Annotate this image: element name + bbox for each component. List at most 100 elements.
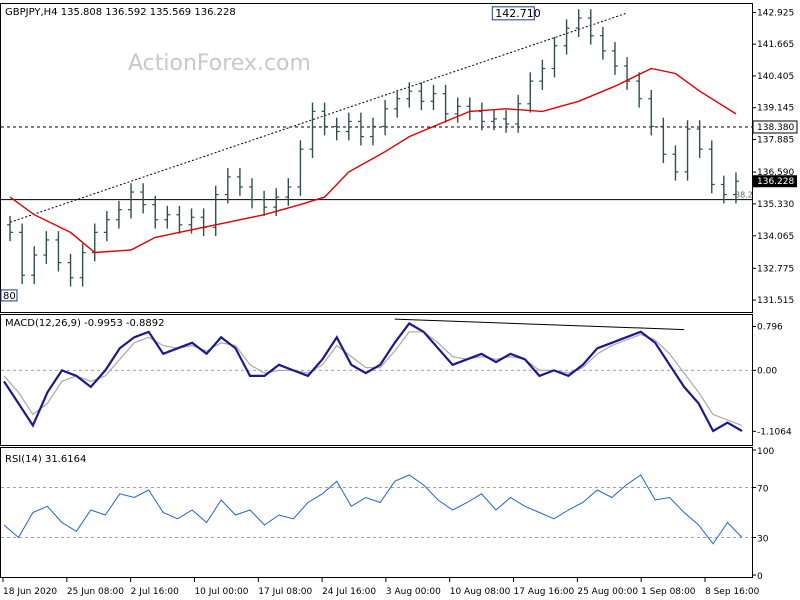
price-bar (599, 26, 606, 60)
last-price-tag-box (753, 175, 797, 188)
price-bar (430, 84, 437, 111)
price-bar (394, 89, 401, 118)
price-bar (454, 97, 461, 123)
price-axis: 142.925 141.665 140.405 139.145 137.885 136.5… (752, 8, 794, 306)
price-bar (563, 19, 570, 55)
price-axis-label: 142.925 (757, 8, 794, 18)
price-sma (9, 67, 737, 254)
sma-line (9, 67, 737, 254)
time-axis-label: 25 Aug 00:00 (577, 587, 638, 597)
price-bar (587, 9, 594, 45)
rsi-line (3, 474, 743, 545)
price-bar (357, 112, 364, 146)
rising-trendline (9, 12, 628, 223)
time-axis-label: 25 Jun 08:00 (67, 587, 124, 597)
level-tag: 138.380 (757, 123, 794, 133)
price-axis-label: 139.145 (757, 104, 794, 114)
price-bar (527, 72, 534, 113)
macd-axis-label: 0.00 (757, 366, 777, 376)
price-bar (309, 102, 316, 158)
price-panel-frame (0, 3, 753, 313)
low-price-tag: 80 (3, 291, 16, 302)
price-bar (261, 190, 268, 216)
price-axis-label: 137.885 (757, 135, 794, 145)
price-bar (224, 168, 231, 204)
price-bar (720, 175, 727, 204)
price-bar (140, 183, 147, 214)
price-bar (539, 59, 546, 90)
price-bar (297, 140, 304, 196)
price-bar (43, 231, 50, 264)
price-bar (503, 110, 510, 133)
price-bars (7, 9, 739, 287)
price-bar (732, 172, 739, 204)
price-bar (708, 140, 715, 194)
last-price-tag: 136.228 (757, 177, 794, 187)
price-bar (418, 82, 425, 111)
price-bar (551, 36, 558, 78)
price-bar (611, 42, 618, 75)
price-bar (321, 102, 328, 136)
rsi-lines (3, 474, 743, 545)
price-bar (152, 195, 159, 229)
low-price-tag-box (0, 289, 18, 302)
price-bar (442, 84, 449, 123)
time-axis: 18 Jun 2020 25 Jun 08:00 2 Jul 16:00 10 Jul… (2, 578, 760, 597)
time-axis-label: 10 Jul 00:00 (194, 587, 248, 597)
price-bar (345, 112, 352, 141)
price-bar (575, 9, 582, 37)
time-axis-label: 3 Aug 00:00 (386, 587, 441, 597)
price-bar (382, 100, 389, 136)
price-bar (103, 210, 110, 242)
time-axis-label: 8 Sep 16:00 (705, 587, 760, 597)
rsi-title: RSI(14) 31.6164 (5, 454, 86, 465)
symbol-header: GBPJPY,H4 135.808 136.592 135.569 136.22… (5, 7, 236, 18)
rsi-axis-label: 70 (757, 485, 769, 495)
macd-divergence-line (394, 318, 685, 331)
level-tag-box (752, 120, 798, 134)
macd-line (3, 322, 743, 433)
price-bar (648, 89, 655, 136)
fib-label: 38.2 (735, 191, 753, 200)
price-bar (176, 205, 183, 234)
macd-axis-label: -1.1064 (757, 427, 792, 437)
rsi-axis-label: 30 (757, 535, 769, 545)
price-bar (115, 200, 122, 229)
price-bar (249, 178, 256, 209)
price-bar (696, 120, 703, 158)
price-bar (660, 117, 667, 164)
time-axis-label: 24 Jul 16:00 (322, 587, 376, 597)
price-bar (79, 243, 86, 287)
time-axis-label: 18 Jun 2020 (3, 587, 57, 597)
price-axis-label: 132.775 (757, 264, 794, 274)
price-bar (19, 223, 26, 285)
price-bar (333, 117, 340, 141)
time-axis-label: 2 Jul 16:00 (131, 587, 180, 597)
price-bar (236, 168, 243, 196)
price-bar (672, 145, 679, 181)
price-bar (406, 82, 413, 108)
price-bar (164, 205, 171, 229)
price-bar (490, 110, 497, 131)
macd-axis: 0.796 0.00 -1.1064 (752, 322, 792, 437)
rsi-panel-frame (0, 447, 753, 578)
rsi-axis-label: 100 (757, 447, 774, 457)
price-bar (55, 231, 62, 272)
price-bar (684, 120, 691, 181)
price-trendline (9, 12, 628, 223)
price-axis-label: 140.405 (757, 72, 794, 82)
price-annotations: 142.710 138.380 136.228 38.2 80 (0, 6, 798, 302)
time-axis-label: 17 Aug 16:00 (514, 587, 575, 597)
price-bar (67, 253, 74, 287)
price-bar (624, 57, 631, 90)
price-bar (370, 117, 376, 146)
macd-lines (3, 318, 743, 433)
price-bar (212, 185, 219, 237)
macd-title: MACD(12,26,9) -0.9953 -0.8892 (5, 318, 165, 329)
price-bar (636, 72, 643, 108)
price-horizontal-levels (1, 126, 752, 201)
price-bar (285, 178, 292, 206)
rsi-axis: 100 70 30 0 (752, 447, 774, 582)
price-axis-label: 134.065 (757, 232, 794, 242)
